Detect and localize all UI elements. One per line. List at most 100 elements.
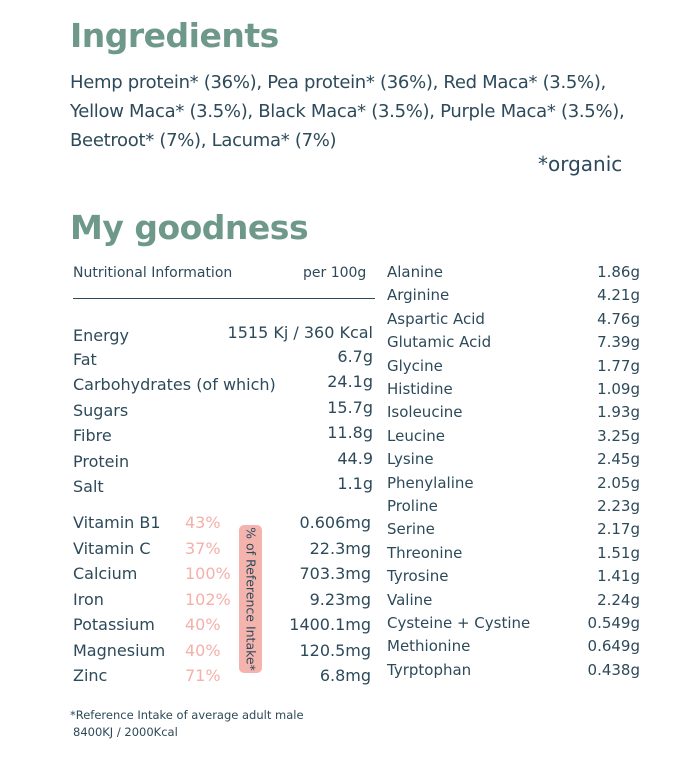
- nutrient-row: Salt 1.1g: [73, 474, 373, 502]
- percent: 37%: [185, 538, 221, 558]
- value: 11.8g: [327, 423, 373, 442]
- value: 1.77g: [597, 356, 640, 375]
- label: Histidine: [387, 380, 453, 398]
- percent: 43%: [185, 513, 221, 532]
- value: 6.7g: [337, 347, 373, 366]
- value: 4.76g: [597, 309, 640, 328]
- footnote: *Reference Intake of average adult male …: [70, 707, 304, 741]
- label: Aspartic Acid: [387, 309, 485, 328]
- nutrient-row: Energy 1515 Kj / 360 Kcal: [73, 323, 373, 351]
- footnote-line-2: 8400KJ / 2000Kcal: [73, 725, 178, 739]
- value: 44.9: [337, 449, 373, 468]
- amino-acid-row: Serine 2.17g: [387, 520, 640, 543]
- label: Protein: [73, 452, 130, 471]
- nutrient-row: Sugars 15.7g: [73, 398, 373, 426]
- value: 2.23g: [597, 497, 640, 515]
- nutrition-header-label: Nutritional Information: [73, 265, 233, 281]
- value: 0.649g: [587, 637, 640, 656]
- label: Calcium: [73, 564, 138, 583]
- value: 1.51g: [597, 543, 640, 562]
- value: 2.24g: [597, 590, 640, 609]
- label: Arginine: [387, 286, 450, 305]
- label: Proline: [387, 497, 438, 515]
- vitamin-row: Vitamin C 37% 22.3mg: [73, 539, 371, 565]
- amino-acid-row: Proline 2.23g: [387, 497, 640, 520]
- label: Lysine: [387, 450, 434, 469]
- value: 0.438g: [587, 660, 640, 679]
- amino-acid-row: Tyrosine 1.41g: [387, 567, 640, 590]
- nutrient-row: Carbohydrates (of which) 24.1g: [73, 372, 373, 400]
- percent: 40%: [185, 615, 221, 634]
- vitamin-row: Potassium 40% 1400.1mg: [73, 615, 371, 641]
- amino-acid-row: Histidine 1.09g: [387, 380, 640, 403]
- label: Isoleucine: [387, 403, 463, 422]
- label: Glutamic Acid: [387, 333, 492, 352]
- amino-acid-row: Lysine 2.45g: [387, 450, 640, 473]
- percent: 71%: [185, 666, 221, 685]
- label: Cysteine + Cystine: [387, 614, 531, 632]
- amino-acid-row: Isoleucine 1.93g: [387, 403, 640, 426]
- label: Valine: [387, 590, 433, 609]
- value: 1.1g: [337, 474, 373, 493]
- percent: 100%: [185, 564, 231, 583]
- label: Zinc: [73, 666, 108, 685]
- value: 3.25g: [597, 426, 640, 445]
- label: Sugars: [73, 401, 129, 420]
- amino-acid-row: Leucine 3.25g: [387, 427, 640, 450]
- amino-acid-row: Tyrptophan 0.438g: [387, 661, 640, 684]
- value: 7.39g: [597, 333, 640, 352]
- vitamin-row: Zinc 71% 6.8mg: [73, 666, 371, 692]
- label: Tyrptophan: [387, 660, 472, 679]
- vitamin-row: Calcium 100% 703.3mg: [73, 564, 371, 590]
- footnote-line-1: *Reference Intake of average adult male: [70, 708, 304, 722]
- label: Fat: [73, 350, 97, 369]
- label: Alanine: [387, 263, 444, 281]
- label: Tyrosine: [387, 567, 449, 586]
- value: 0.606mg: [299, 513, 371, 532]
- amino-acid-row: Methionine 0.649g: [387, 637, 640, 660]
- goodness-heading: My goodness: [70, 208, 309, 247]
- value: 1515 Kj / 360 Kcal: [227, 323, 373, 342]
- organic-note: *organic: [538, 152, 623, 176]
- amino-acid-row: Glycine 1.77g: [387, 357, 640, 380]
- nutrient-row: Fibre 11.8g: [73, 423, 373, 451]
- amino-acid-row: Aspartic Acid 4.76g: [387, 310, 640, 333]
- amino-acid-row: Arginine 4.21g: [387, 286, 640, 309]
- label: Magnesium: [73, 640, 166, 660]
- amino-acid-row: Glutamic Acid 7.39g: [387, 333, 640, 356]
- amino-acid-row: Phenylaline 2.05g: [387, 474, 640, 497]
- label: Leucine: [387, 426, 445, 445]
- ingredients-heading: Ingredients: [70, 16, 279, 55]
- amino-acid-row: Alanine 1.86g: [387, 263, 640, 286]
- value: 1.09g: [597, 380, 640, 398]
- label: Iron: [73, 589, 104, 609]
- label: Carbohydrates (of which): [73, 375, 276, 394]
- label: Glycine: [387, 356, 443, 375]
- ingredients-text: Hemp protein* (36%), Pea protein* (36%),…: [70, 72, 625, 151]
- percent: 102%: [185, 589, 231, 609]
- value: 2.05g: [597, 473, 640, 492]
- label: Fibre: [73, 426, 112, 445]
- label: Energy: [73, 326, 130, 345]
- vitamin-row: Magnesium 40% 120.5mg: [73, 641, 371, 667]
- amino-acid-row: Cysteine + Cystine 0.549g: [387, 614, 640, 637]
- label: Methionine: [387, 637, 471, 656]
- value: 1400.1mg: [289, 615, 371, 634]
- value: 4.21g: [597, 286, 640, 305]
- value: 1.86g: [597, 263, 640, 281]
- value: 1.41g: [597, 567, 640, 586]
- label: Serine: [387, 520, 435, 539]
- value: 24.1g: [327, 372, 373, 391]
- value: 6.8mg: [319, 666, 371, 685]
- value: 22.3mg: [309, 538, 371, 558]
- label: Vitamin C: [73, 538, 151, 558]
- label: Potassium: [73, 615, 155, 634]
- vitamin-row: Iron 102% 9.23mg: [73, 590, 371, 616]
- label: Vitamin B1: [73, 513, 161, 532]
- value: 120.5mg: [299, 640, 371, 660]
- value: 0.549g: [587, 614, 640, 632]
- amino-acid-row: Valine 2.24g: [387, 591, 640, 614]
- value: 703.3mg: [299, 564, 371, 583]
- nutrient-row: Fat 6.7g: [73, 347, 373, 375]
- value: 2.17g: [597, 520, 640, 539]
